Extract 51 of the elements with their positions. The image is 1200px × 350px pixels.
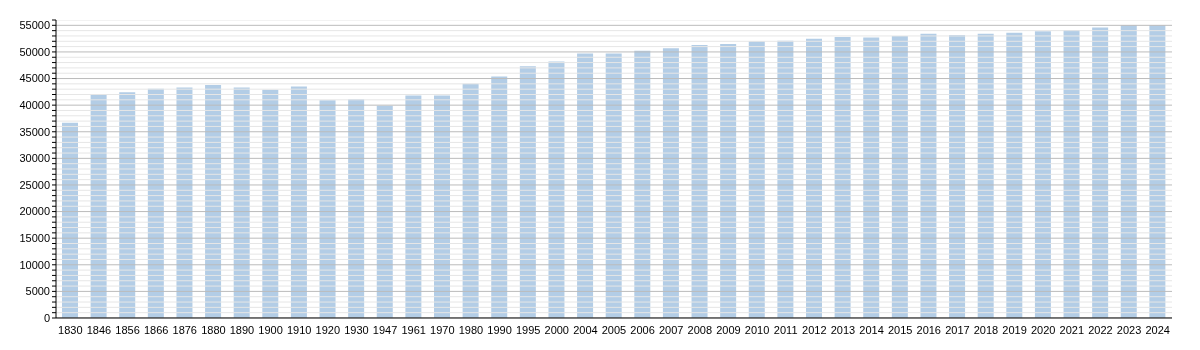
x-tick-label: 1900: [258, 323, 283, 336]
x-tick-label: 2016: [916, 323, 942, 336]
x-tick-label: 1890: [229, 323, 255, 336]
y-tick-label: 0: [43, 311, 50, 324]
x-tick-label: 2012: [802, 323, 827, 336]
x-tick-label: 2006: [630, 323, 655, 336]
x-tick-label: 2014: [859, 323, 884, 336]
y-tick-label: 10000: [19, 258, 50, 271]
x-tick-label: 1880: [201, 323, 226, 336]
y-tick-label: 55000: [19, 19, 50, 32]
x-tick-label: 2008: [687, 323, 713, 336]
y-tick-label: 40000: [19, 99, 50, 112]
x-tick-label: 1980: [458, 323, 484, 336]
x-tick-label: 1856: [115, 323, 140, 336]
x-tick-label: 2015: [887, 323, 913, 336]
x-tick-label: 1995: [515, 323, 541, 336]
x-tick-label: 2021: [1059, 323, 1085, 336]
y-tick-label: 30000: [19, 152, 50, 165]
y-tick-label: 20000: [19, 205, 50, 218]
x-tick-label: 1830: [58, 323, 83, 336]
x-tick-label: 2020: [1030, 323, 1056, 336]
x-tick-label: 2009: [716, 323, 741, 336]
x-tick-label: 2010: [744, 323, 770, 336]
x-tick-label: 2013: [830, 323, 856, 336]
x-tick-label: 2022: [1088, 323, 1113, 336]
y-tick-label: 25000: [19, 178, 50, 191]
y-tick-label: 50000: [19, 45, 50, 58]
y-tick-label: 5000: [25, 285, 50, 298]
x-tick-label: 1961: [401, 323, 426, 336]
x-tick-label: 2019: [1002, 323, 1027, 336]
x-tick-label: 1910: [286, 323, 312, 336]
x-tick-label: 1930: [344, 323, 369, 336]
x-tick-label: 2005: [601, 323, 627, 336]
x-tick-label: 2011: [773, 323, 798, 336]
x-tick-label: 1990: [487, 323, 512, 336]
x-tick-label: 1876: [172, 323, 198, 336]
x-tick-label: 2017: [945, 323, 970, 336]
x-tick-label: 2000: [544, 323, 570, 336]
x-tick-label: 2024: [1145, 323, 1170, 336]
x-tick-label: 2023: [1116, 323, 1142, 336]
x-tick-label: 2018: [973, 323, 999, 336]
y-tick-label: 35000: [19, 125, 50, 138]
y-tick-label: 45000: [19, 72, 50, 85]
x-tick-label: 1846: [86, 323, 112, 336]
x-tick-label: 1920: [315, 323, 341, 336]
x-tick-label: 1866: [143, 323, 169, 336]
x-tick-label: 2004: [573, 323, 598, 336]
x-tick-label: 2007: [658, 323, 684, 336]
x-tick-label: 1947: [372, 323, 398, 336]
x-tick-label: 1970: [430, 323, 455, 336]
y-tick-label: 15000: [19, 232, 50, 245]
